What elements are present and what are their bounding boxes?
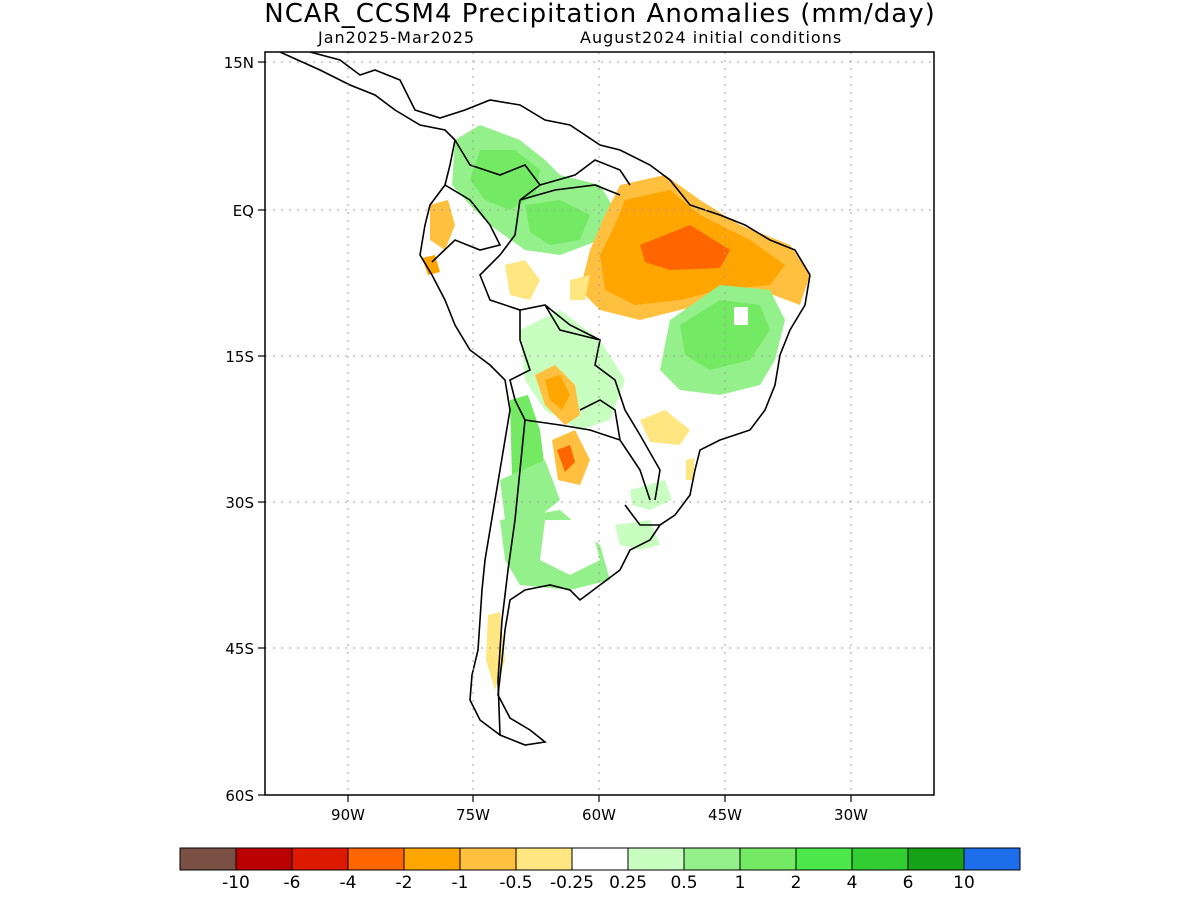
anomaly-green-northwest-core	[470, 150, 540, 210]
colorbar-label: 0.5	[670, 873, 697, 893]
colorbar-swatch	[963, 847, 1021, 871]
lon-label-60w: 60W	[582, 806, 616, 824]
lat-ticks	[258, 61, 265, 796]
colorbar-label: 1	[735, 873, 746, 893]
central-america-coast	[279, 52, 456, 141]
border-bolivia	[509, 304, 601, 421]
colorbar-label: -0.25	[550, 873, 594, 893]
anomaly-yellow-southeast-brazil	[640, 410, 690, 445]
colorbar-label: -4	[340, 873, 357, 893]
initial-conditions-subtitle: August2024 initial conditions	[580, 28, 843, 47]
lat-label-30s: 30S	[225, 494, 254, 512]
lat-label-15n: 15N	[224, 54, 254, 72]
anomaly-yellow-peru	[505, 260, 540, 300]
south-america-outline	[419, 139, 811, 746]
anomaly-yellow-coast	[686, 458, 694, 480]
colorbar-swatch	[571, 847, 629, 871]
colorbar-swatch	[627, 847, 685, 871]
lat-label-45s: 45S	[225, 640, 254, 658]
colorbar-label: 10	[953, 873, 975, 893]
anomaly-green-uruguay	[630, 480, 672, 510]
colorbar-label: -6	[284, 873, 301, 893]
anomaly-green-se-argentina	[615, 520, 660, 550]
lon-label-90w: 90W	[331, 806, 365, 824]
colorbar-swatch	[515, 847, 573, 871]
colorbar-swatch	[851, 847, 909, 871]
colorbar-label: 4	[847, 873, 858, 893]
anomaly-green-argentina-north	[500, 460, 560, 520]
lat-label-60s: 60S	[225, 787, 254, 805]
colorbar-swatch	[739, 847, 797, 871]
colorbar-label: -10	[222, 873, 250, 893]
colorbar-swatch	[795, 847, 853, 871]
anomaly-red-paraguay	[557, 445, 575, 472]
anomaly-orange-bolivia-core	[545, 375, 570, 410]
caribbean-coast	[309, 52, 811, 276]
lat-label-15s: 15S	[225, 348, 254, 366]
colorbar-swatch	[347, 847, 405, 871]
colorbar-label: -0.5	[499, 873, 532, 893]
lon-label-45w: 45W	[708, 806, 742, 824]
anomaly-orange-ecuador	[430, 200, 455, 250]
colorbar-swatch	[403, 847, 461, 871]
colorbar-swatch	[907, 847, 965, 871]
colorbar-label: 0.25	[609, 873, 647, 893]
colorbar-label: 6	[903, 873, 914, 893]
colorbar-swatch	[683, 847, 741, 871]
border-paraguay	[579, 399, 621, 441]
border-peru-ecuador	[431, 184, 502, 263]
anomaly-yellow-amazon-south	[570, 275, 590, 300]
anomaly-white-argentina	[540, 520, 600, 575]
border-argentina-north	[524, 419, 651, 501]
coastlines	[279, 52, 811, 746]
border-venezuela	[539, 159, 631, 186]
lon-ticks	[347, 795, 852, 802]
colorbar-swatch	[459, 847, 517, 871]
anomaly-red-amazon-core	[640, 225, 730, 270]
colorbar-swatch	[235, 847, 293, 871]
lat-label-eq: EQ	[233, 202, 254, 220]
colorbar-label: -1	[452, 873, 469, 893]
colorbar-swatch	[291, 847, 349, 871]
colorbar: -10 -6 -4 -2 -1 -0.5 -0.25 0.25 0.5 1 2 4 6 10	[179, 847, 1021, 893]
colorbar-label: 2	[791, 873, 802, 893]
lon-label-30w: 30W	[834, 806, 868, 824]
border-colombia	[454, 139, 542, 201]
anomaly-field	[422, 125, 810, 690]
border-chile-argentina	[497, 419, 526, 736]
lon-label-75w: 75W	[456, 806, 490, 824]
border-uruguay	[624, 504, 660, 526]
colorbar-label: -2	[396, 873, 413, 893]
chart-title: NCAR_CCSM4 Precipitation Anomalies (mm/d…	[264, 0, 936, 29]
border-brazil-west	[479, 184, 661, 501]
season-subtitle: Jan2025-Mar2025	[318, 28, 476, 47]
colorbar-swatch	[179, 847, 237, 871]
anomaly-orange-peru-coast	[422, 255, 440, 275]
anomaly-green-amazon-core	[525, 200, 590, 245]
